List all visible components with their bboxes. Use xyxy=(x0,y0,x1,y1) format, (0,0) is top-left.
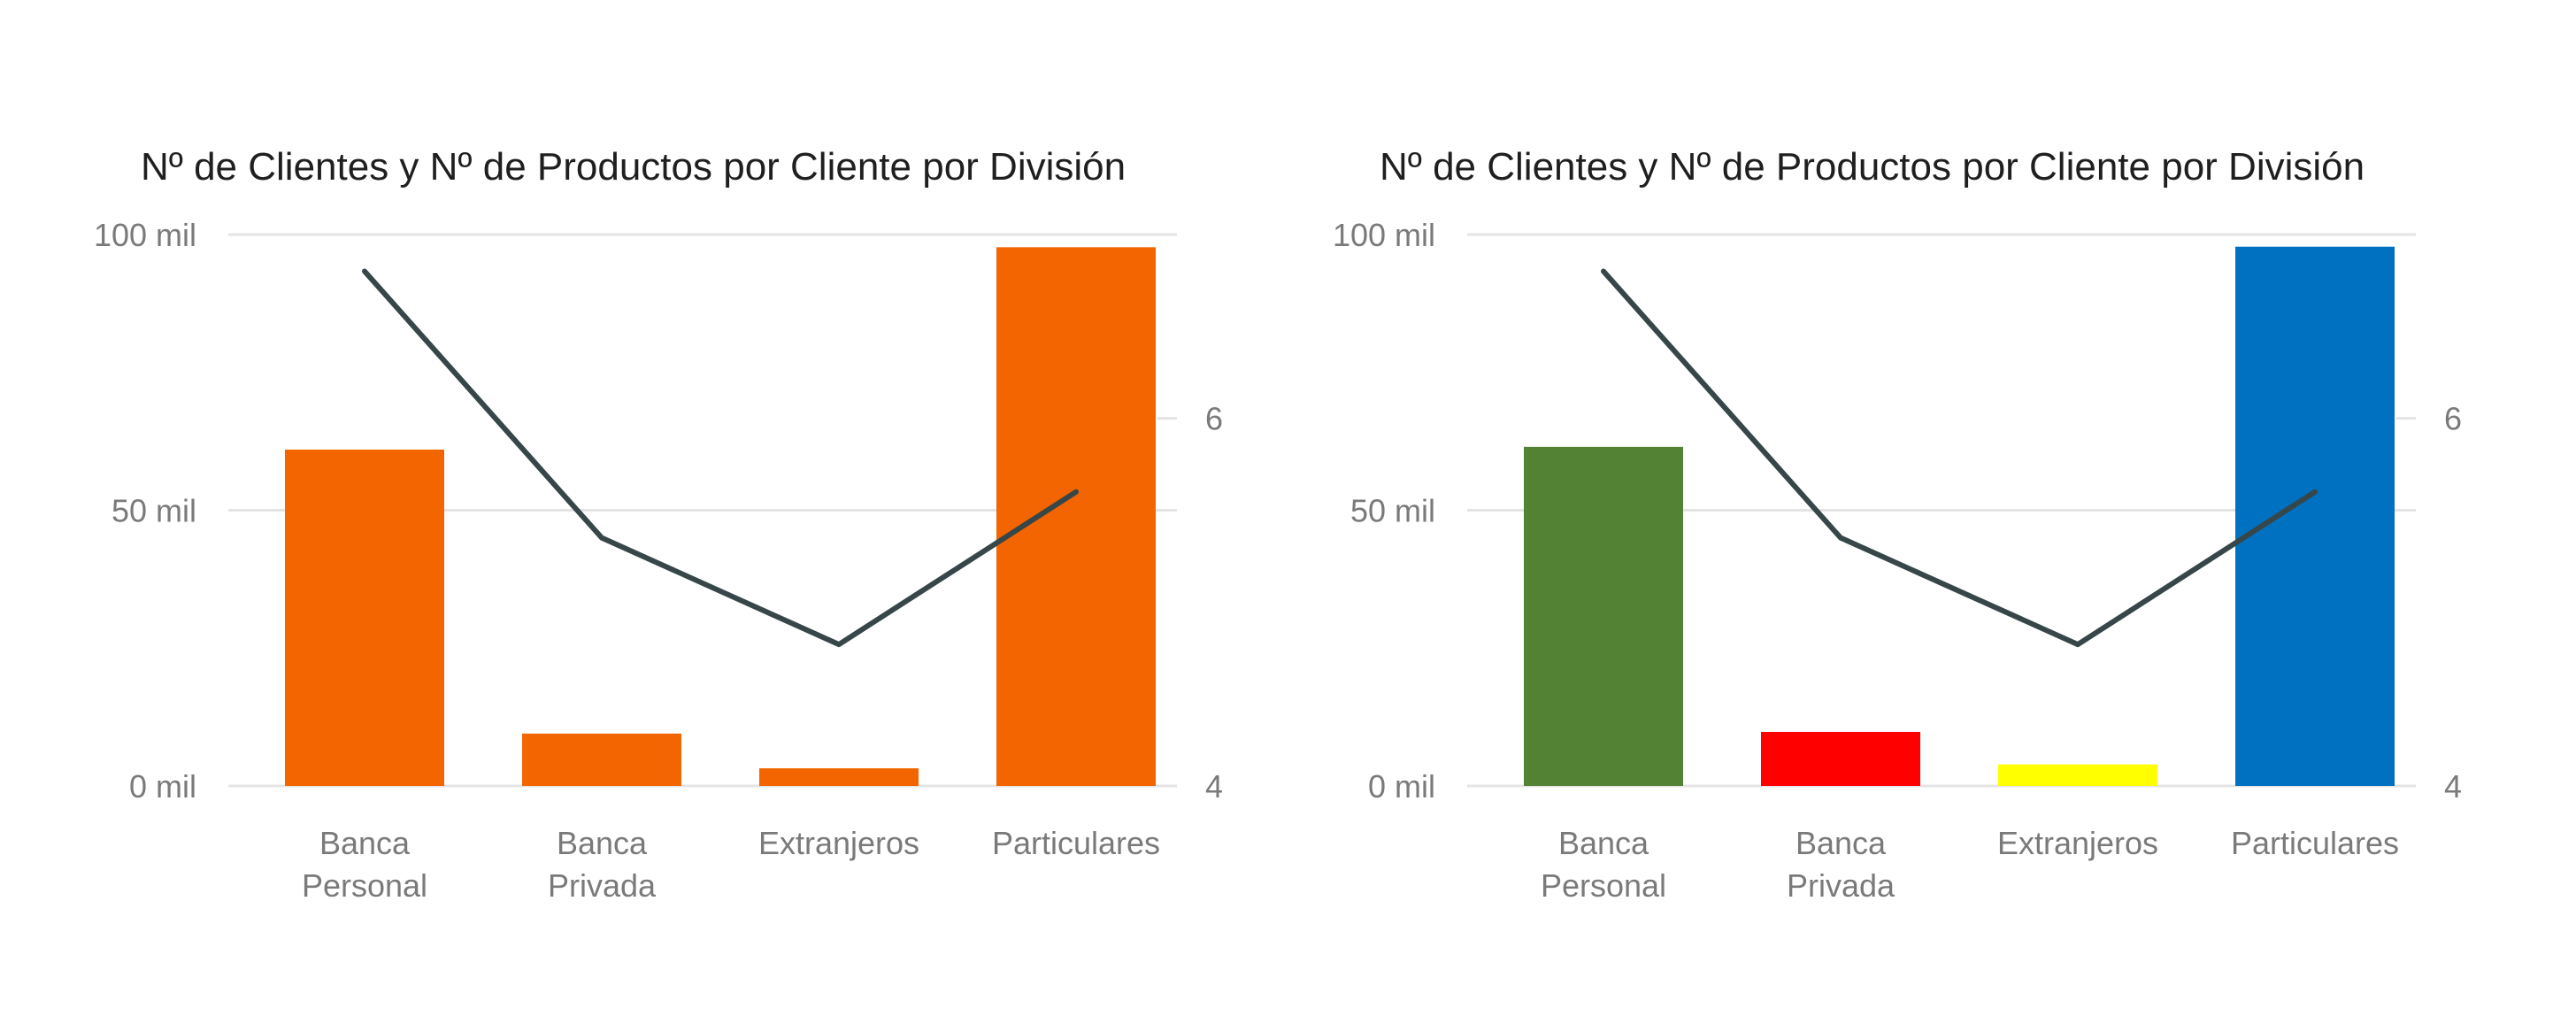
right-axis-tick-label: 4 xyxy=(2444,768,2462,805)
bar xyxy=(2235,246,2395,786)
category-label-line: Particulares xyxy=(992,825,1160,861)
category-label-line: Particulares xyxy=(2231,825,2399,861)
bar xyxy=(996,247,1156,787)
series-line xyxy=(362,268,1079,648)
bar xyxy=(1524,446,1683,786)
left-axis-tick-label: 0 mil xyxy=(1368,768,1435,805)
right-axis-tick-label: 6 xyxy=(2444,401,2462,437)
chart-title: Nº de Clientes y Nº de Productos por Cli… xyxy=(1380,145,2365,189)
bar xyxy=(285,449,444,786)
bar xyxy=(1761,731,1920,786)
chart-svg-right: Nº de Clientes y Nº de Productos por Cli… xyxy=(1333,145,2462,904)
category-label-line: Banca xyxy=(557,825,648,861)
chart-title: Nº de Clientes y Nº de Productos por Cli… xyxy=(141,145,1126,189)
left-axis-tick-label: 50 mil xyxy=(1350,493,1435,529)
category-label: Banca Privada xyxy=(1787,825,1895,904)
bar xyxy=(1998,764,2157,786)
category-label: Particulares xyxy=(992,825,1160,861)
category-label-line: Extranjeros xyxy=(1997,825,2158,861)
category-label-line: Personal xyxy=(302,867,427,904)
category-label-line: Privada xyxy=(1787,867,1895,904)
category-label-line: Banca xyxy=(319,825,411,861)
category-label-line: Banca xyxy=(1558,825,1649,861)
category-label-line: Personal xyxy=(1541,867,1666,904)
left-axis-tick-label: 0 mil xyxy=(129,768,196,805)
left-axis-tick-label: 100 mil xyxy=(1333,217,1435,253)
category-label: Extranjeros xyxy=(758,825,919,861)
right-axis-tick-label: 4 xyxy=(1205,768,1223,805)
chart-panel-left: Nº de Clientes y Nº de Productos por Cli… xyxy=(94,145,1223,904)
left-axis-tick-label: 50 mil xyxy=(111,493,196,529)
right-axis-tick-label: 6 xyxy=(1205,401,1223,437)
category-label-line: Extranjeros xyxy=(758,825,919,861)
chart-svg-left: Nº de Clientes y Nº de Productos por Cli… xyxy=(94,145,1223,904)
bar xyxy=(759,768,919,786)
chart-panel-right: Nº de Clientes y Nº de Productos por Cli… xyxy=(1239,0,2526,1032)
category-label: Banca Privada xyxy=(548,825,657,904)
bar xyxy=(522,733,681,786)
category-label: Banca Personal xyxy=(302,825,427,904)
category-label: Extranjeros xyxy=(1997,825,2158,861)
category-label-line: Banca xyxy=(1796,825,1887,861)
category-label: Particulares xyxy=(2231,825,2399,861)
category-label: Banca Personal xyxy=(1541,825,1666,904)
series-line xyxy=(1601,268,2318,648)
left-axis-tick-label: 100 mil xyxy=(94,217,196,253)
category-label-line: Privada xyxy=(548,867,657,904)
